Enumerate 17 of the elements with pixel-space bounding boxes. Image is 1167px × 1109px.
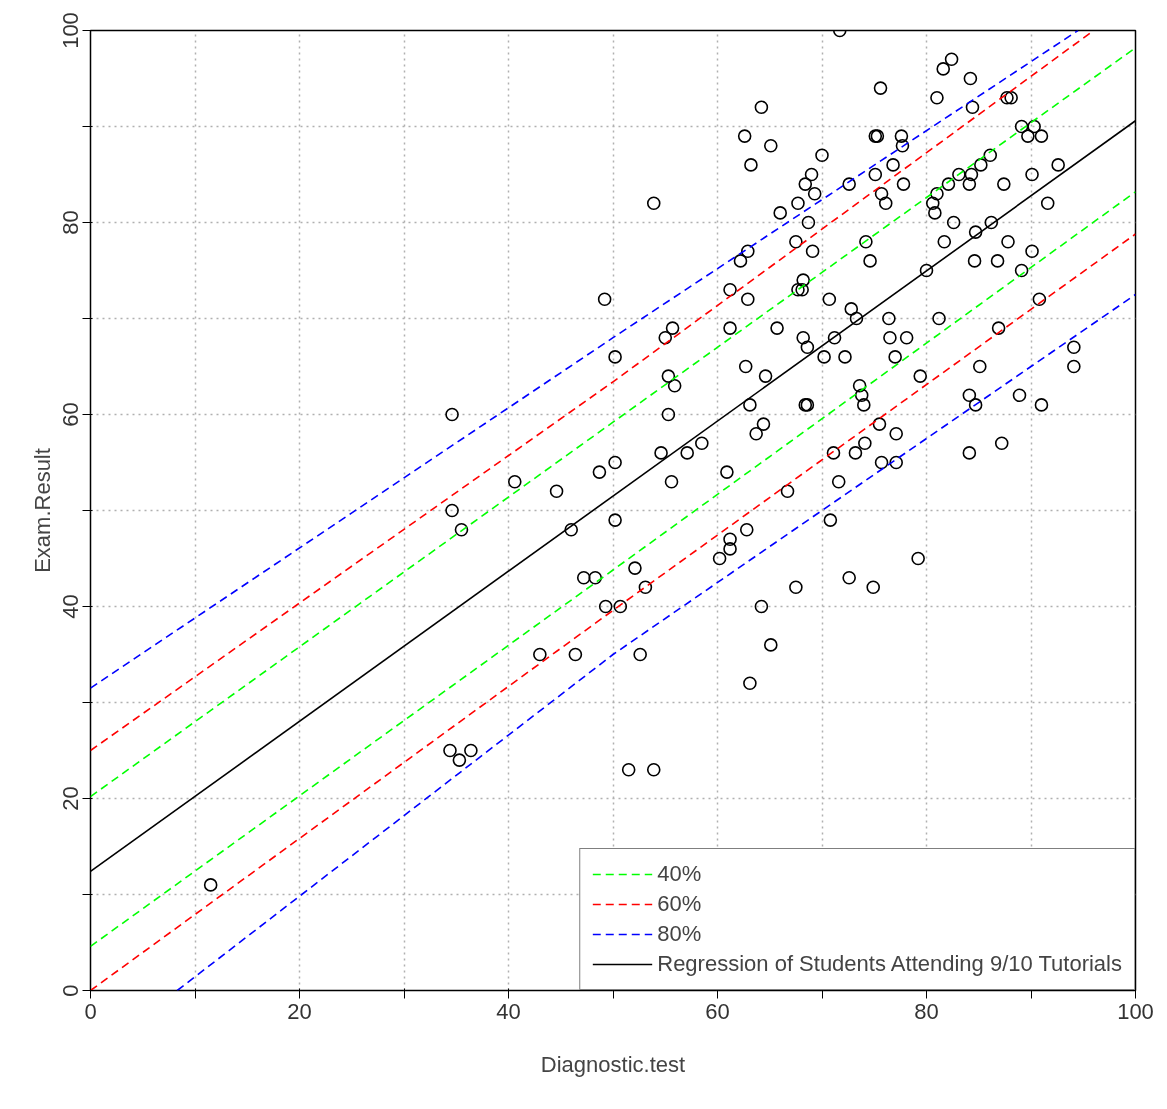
- y-tick-label: 80: [57, 210, 83, 235]
- y-tick-label: 20: [57, 786, 83, 811]
- x-tick-label: 100: [1117, 998, 1154, 1024]
- x-tick-label: 40: [496, 998, 521, 1024]
- x-tick-label: 80: [914, 998, 939, 1024]
- legend-label: 60%: [657, 891, 702, 917]
- legend-label: 80%: [657, 921, 702, 947]
- y-axis-title: Exam.Result: [29, 448, 55, 573]
- y-tick-label: 40: [57, 594, 83, 619]
- x-tick-label: 60: [705, 998, 730, 1024]
- x-axis-title: Diagnostic.test: [540, 1051, 686, 1077]
- y-tick-label: 60: [57, 402, 83, 427]
- legend-label: 40%: [657, 861, 702, 887]
- y-tick-label: 100: [57, 12, 83, 49]
- legend-label: Regression of Students Attending 9/10 Tutorials: [657, 951, 1122, 977]
- x-tick-label: 20: [287, 998, 312, 1024]
- y-tick-label: 0: [57, 984, 83, 997]
